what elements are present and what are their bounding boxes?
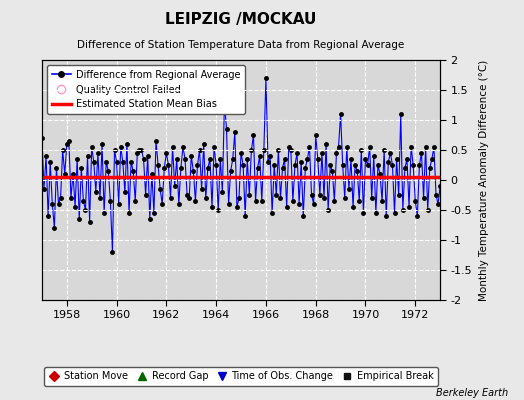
Text: Difference of Station Temperature Data from Regional Average: Difference of Station Temperature Data f… (78, 40, 405, 50)
Legend: Station Move, Record Gap, Time of Obs. Change, Empirical Break: Station Move, Record Gap, Time of Obs. C… (44, 367, 438, 386)
Text: LEIPZIG /MOCKAU: LEIPZIG /MOCKAU (166, 12, 316, 27)
Text: Berkeley Earth: Berkeley Earth (436, 388, 508, 398)
Y-axis label: Monthly Temperature Anomaly Difference (°C): Monthly Temperature Anomaly Difference (… (479, 59, 489, 301)
